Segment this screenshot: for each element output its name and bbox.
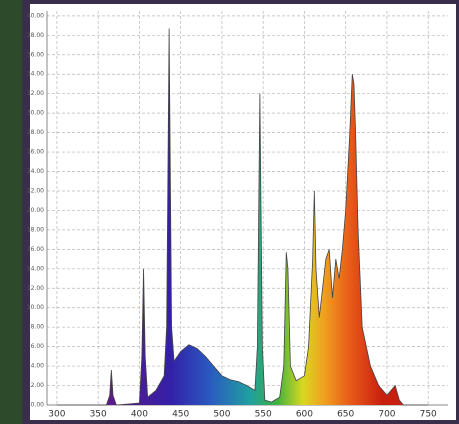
x-tick-label: 600 [296, 410, 313, 420]
y-tick-label: 26.00 [27, 149, 44, 156]
y-tick-label: 16.00 [27, 246, 44, 253]
x-tick-label: 750 [420, 410, 437, 420]
y-tick-label: 34.00 [27, 71, 44, 78]
x-tick-label: 650 [337, 410, 354, 420]
x-tick-label: 700 [378, 410, 395, 420]
y-tick-label: 8.00 [31, 324, 45, 331]
x-tick-label: 300 [48, 410, 65, 420]
y-tick-label: 2.00 [31, 382, 45, 389]
spectrum-area [56, 28, 429, 405]
plot-panel [30, 4, 456, 420]
y-tick-label: 32.00 [27, 90, 44, 97]
x-tick-label: 550 [255, 410, 272, 420]
y-tick-label: 24.00 [27, 168, 44, 175]
background-edge [0, 0, 22, 424]
marks [56, 28, 429, 406]
y-tick-label: 6.00 [31, 343, 45, 350]
y-tick-label: 0.00 [31, 402, 45, 409]
y-tick-label: 12.00 [27, 285, 44, 292]
y-tick-label: 28.00 [27, 129, 44, 136]
spectrum-line [56, 28, 429, 406]
y-tick-label: 38.00 [27, 32, 44, 39]
x-tick-label: 350 [90, 410, 107, 420]
y-tick-label: 40.00 [27, 12, 44, 19]
labels: 0.00 2.00 4.00 6.00 8.00 10.00 12.00 14.00 16.00… [27, 12, 437, 419]
y-tick-label: 14.00 [27, 265, 44, 272]
y-tick-label: 20.00 [27, 207, 44, 214]
y-tick-label: 4.00 [31, 363, 45, 370]
x-tick-label: 400 [131, 410, 148, 420]
x-tick-label: 500 [213, 410, 230, 420]
y-tick-label: 30.00 [27, 110, 44, 117]
y-tick-label: 22.00 [27, 187, 44, 194]
x-tick-label: 450 [172, 410, 189, 420]
y-tick-label: 10.00 [27, 304, 44, 311]
y-tick-label: 36.00 [27, 51, 44, 58]
y-tick-label: 18.00 [27, 226, 44, 233]
